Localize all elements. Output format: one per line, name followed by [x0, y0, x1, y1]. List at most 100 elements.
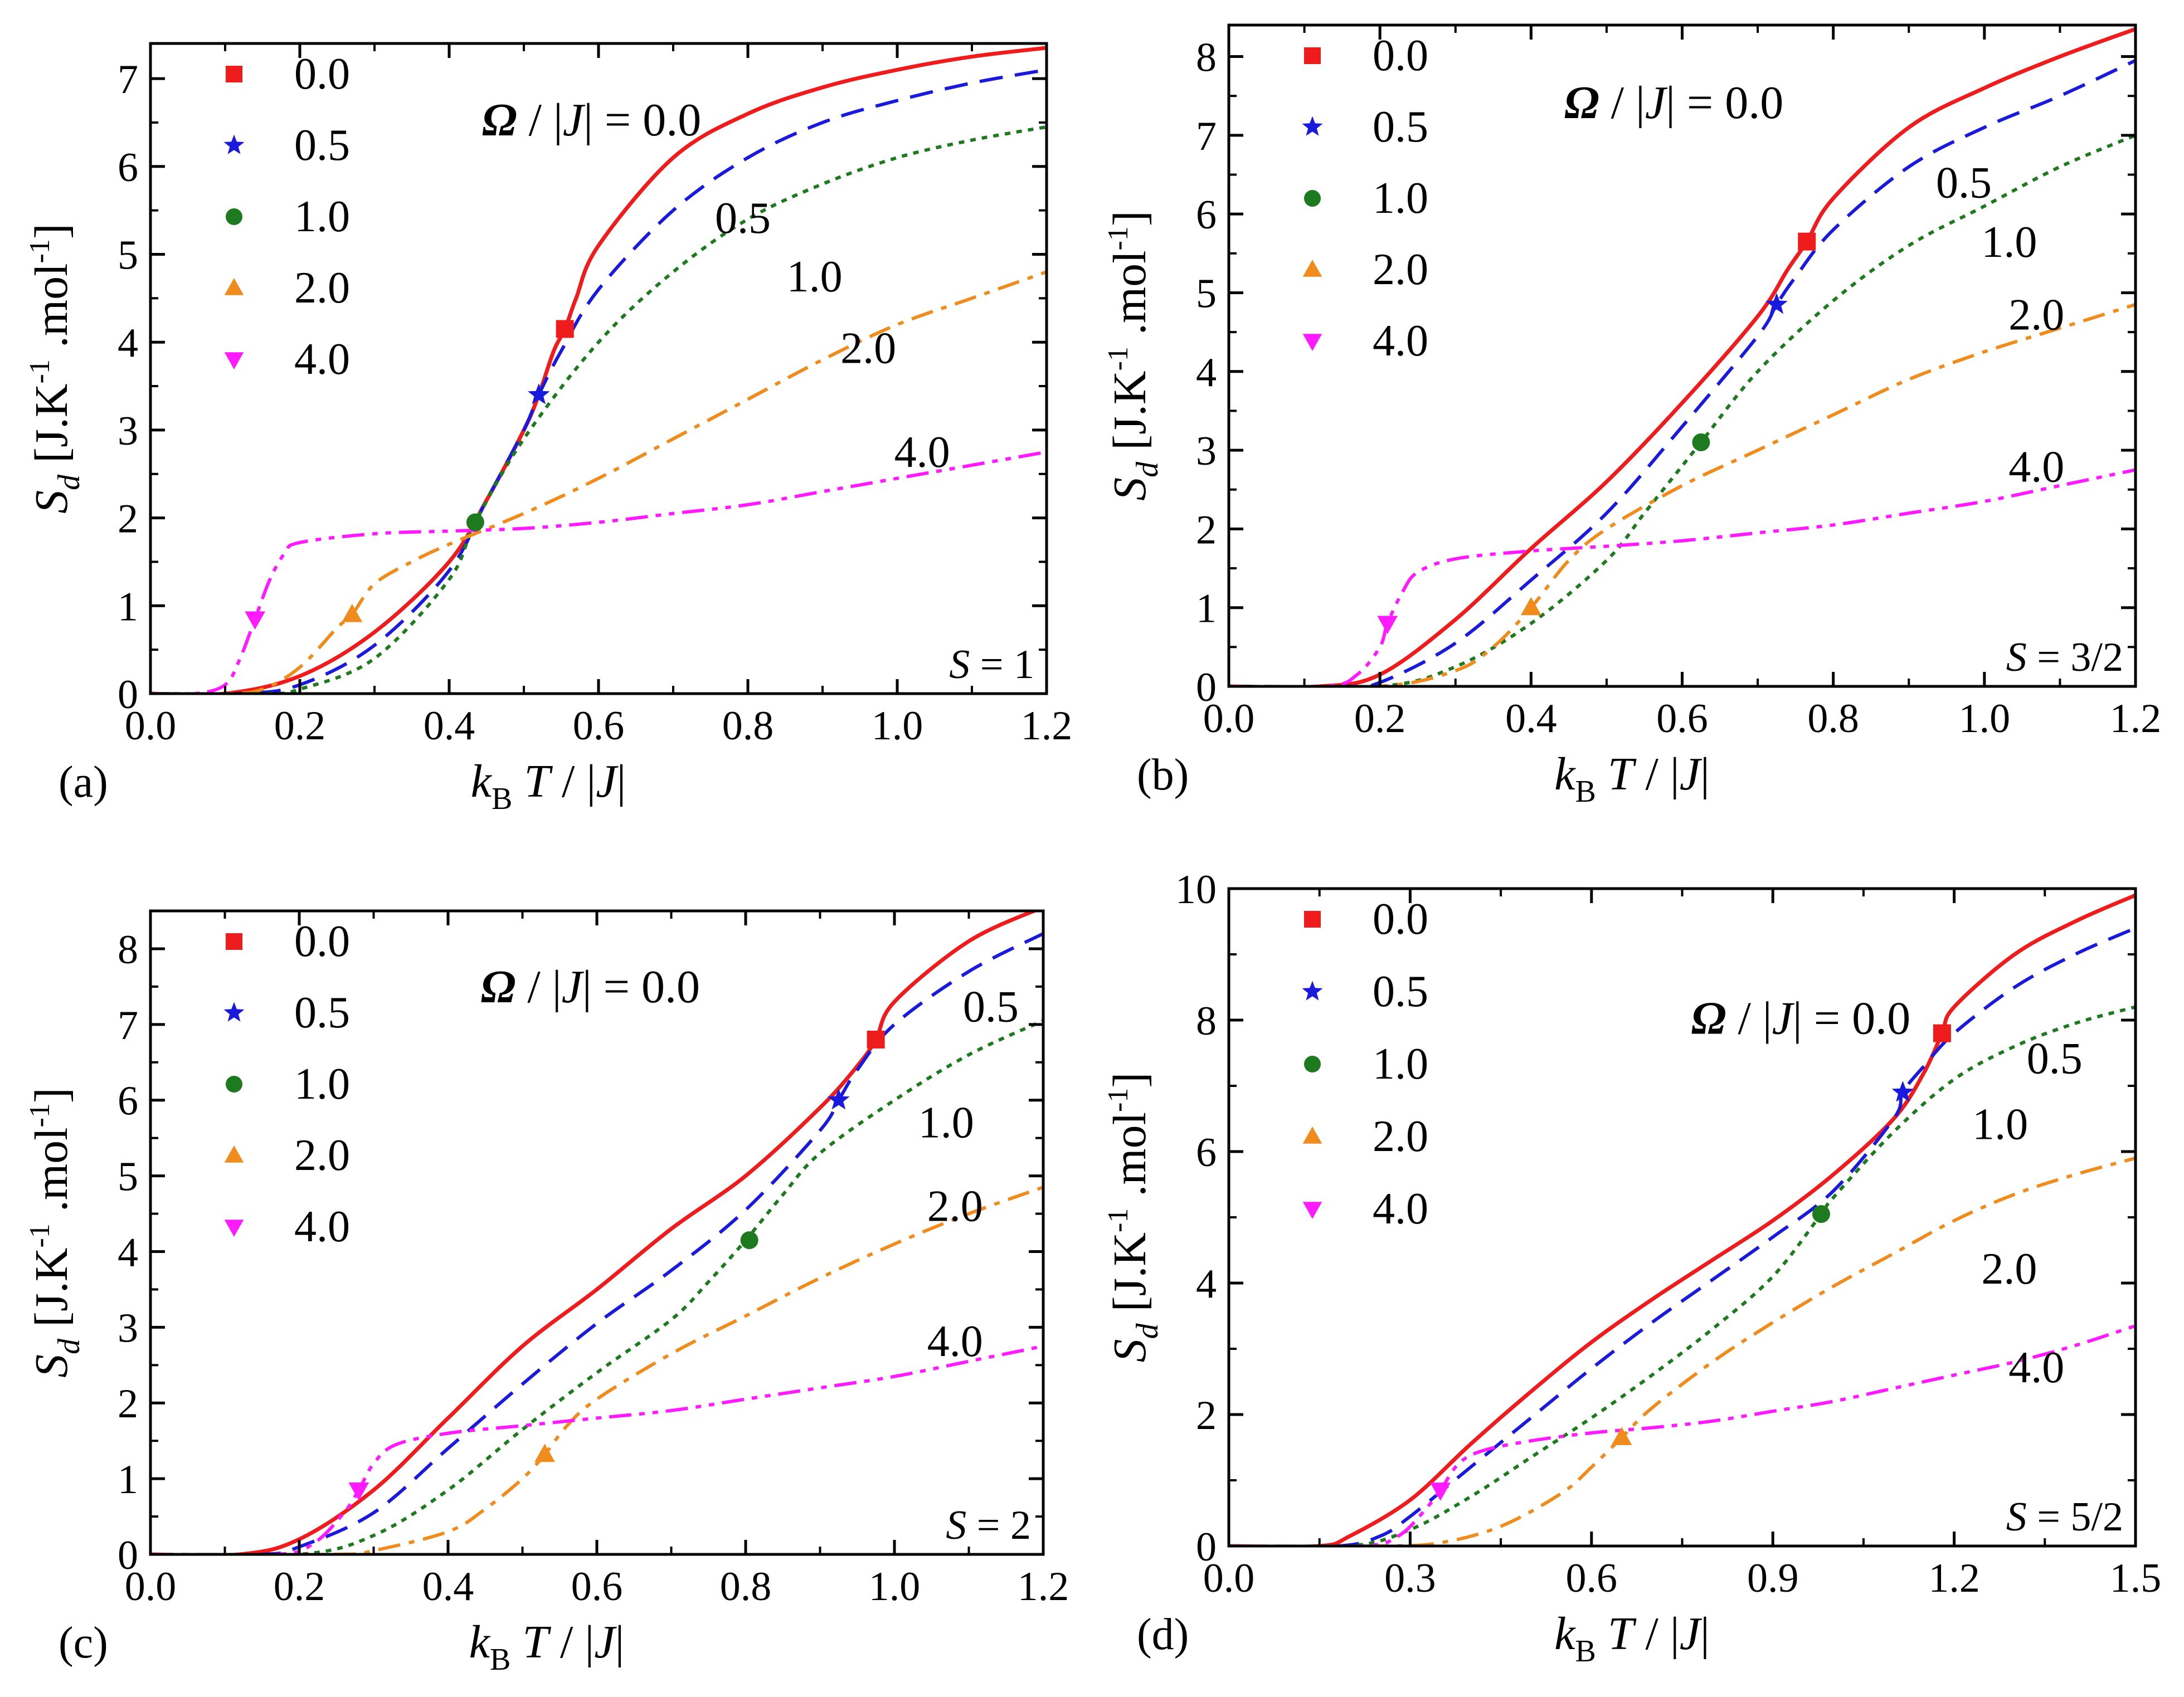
critical-point-marker-4.0 [1377, 616, 1398, 635]
y-tick-label: 1 [118, 1457, 138, 1503]
y-tick-label: 8 [1196, 35, 1217, 81]
y-tick-label: 4 [118, 320, 138, 366]
y-tick-label: 6 [118, 145, 138, 191]
omega-curve-label: Ω / |J| = 0.0 [482, 94, 701, 146]
y-tick-label: 3 [1196, 428, 1217, 474]
legend-label: 0.5 [1373, 967, 1428, 1016]
x-tick-label: 0.4 [1505, 696, 1557, 742]
curve-label-1.0: 1.0 [918, 1099, 974, 1148]
critical-point-marker-0.5 [1891, 1081, 1914, 1102]
legend-label: 4.0 [1373, 1184, 1428, 1233]
curve-omega-0.0 [1229, 893, 2136, 1546]
legend-label: 2.0 [294, 264, 350, 313]
y-tick-label: 2 [118, 496, 138, 542]
legend-label: 0.0 [294, 917, 350, 966]
curve-label-0.5: 0.5 [715, 194, 771, 243]
y-tick-label: 5 [118, 232, 138, 278]
critical-point-marker-0.5 [528, 383, 550, 404]
x-tick-label: 1.0 [869, 1564, 921, 1610]
curves [1229, 893, 2136, 1546]
legend-label: 0.0 [1373, 31, 1428, 80]
curve-omega-1.0 [150, 125, 1047, 694]
x-axis-label: kB T / |J| [1554, 1608, 1710, 1669]
critical-point-marker-2.0 [534, 1444, 555, 1462]
curve-omega-1.0 [1229, 1005, 2136, 1546]
critical-point-marker-0.0 [1798, 232, 1816, 251]
legend-marker-4.0 [1302, 1202, 1322, 1219]
x-tick-label: 0.2 [274, 703, 326, 749]
curve-omega-0.5 [1229, 58, 2136, 686]
legend-label: 4.0 [294, 335, 350, 384]
curve-label-2.0: 2.0 [1981, 1245, 2037, 1294]
x-tick-label: 1.5 [2110, 1555, 2162, 1601]
legend-marker-1.0 [226, 208, 242, 225]
x-tick-label: 1.0 [1959, 696, 2011, 742]
spin-label: S = 5/2 [2006, 1494, 2123, 1540]
y-tick-label: 2 [1196, 507, 1217, 553]
critical-point-marker-1.0 [1812, 1205, 1830, 1223]
y-tick-label: 6 [118, 1079, 138, 1124]
x-axis-label: kB T / |J| [471, 755, 626, 816]
y-tick-label: 1 [118, 584, 138, 630]
critical-point-marker-0.5 [828, 1088, 850, 1110]
critical-point-marker-2.0 [342, 603, 363, 622]
legend-label: 0.5 [294, 988, 350, 1037]
curve-label-4.0: 4.0 [894, 428, 950, 477]
legend-marker-0.0 [1304, 911, 1321, 928]
curve-omega-4.0 [150, 1344, 1043, 1554]
panel-b: 0.0 0.2 0.4 0.6 0.8 1.0 1.2 0 1 2 3 4 5 6 7 8 kB T / |J|… [1102, 23, 2162, 809]
curve-label-1.0: 1.0 [787, 252, 843, 301]
legend-marker-0.5 [1302, 116, 1323, 136]
legend-label: 4.0 [294, 1202, 350, 1251]
x-tick-label: 0.6 [573, 703, 625, 749]
legend-marker-1.0 [1304, 190, 1321, 207]
legend-marker-4.0 [224, 1220, 244, 1237]
legend: 0.0 0.5 1.0 2.0 4.0 [223, 50, 350, 384]
legend: 0.0 0.5 1.0 2.0 4.0 [223, 917, 350, 1251]
curve-label-4.0: 4.0 [2008, 1343, 2064, 1392]
y-tick-label: 0 [118, 1533, 138, 1578]
critical-point-marker-4.0 [1430, 1483, 1451, 1501]
legend-marker-2.0 [224, 278, 244, 295]
y-tick-label: 10 [1175, 867, 1217, 913]
curve-omega-0.0 [1229, 27, 2136, 686]
y-axis-label: Sd [J.K-1 .mol-1] [1102, 211, 1165, 501]
y-tick-label: 5 [1196, 271, 1217, 316]
x-tick-label: 0.0 [1203, 696, 1255, 742]
legend-label: 1.0 [294, 192, 350, 241]
y-tick-label: 7 [1196, 114, 1217, 159]
x-tick-label: 0.8 [720, 1564, 772, 1610]
y-tick-label: 7 [118, 57, 138, 103]
y-tick-label: 6 [1196, 1130, 1217, 1176]
legend-marker-0.5 [1302, 981, 1323, 1001]
x-tick-label: 0.6 [571, 1564, 623, 1610]
x-tick-label: 0.0 [1203, 1555, 1255, 1601]
curve-label-1.0: 1.0 [1981, 218, 2037, 267]
critical-point-marker-2.0 [1611, 1427, 1632, 1445]
y-tick-label: 6 [1196, 192, 1217, 238]
x-tick-label: 0.6 [1566, 1555, 1618, 1601]
y-tick-label: 8 [1196, 998, 1217, 1044]
legend-marker-2.0 [1302, 260, 1322, 277]
y-tick-label: 3 [118, 408, 138, 454]
y-tick-label: 4 [118, 1230, 138, 1275]
x-tick-label: 0.2 [1354, 696, 1406, 742]
curve-omega-2.0 [1229, 1156, 2136, 1546]
legend-label: 2.0 [1373, 245, 1428, 294]
y-axis-label: Sd [J.K-1 .mol-1] [1102, 1072, 1165, 1363]
critical-point-marker-4.0 [348, 1482, 369, 1501]
x-tick-label: 0.9 [1747, 1555, 1799, 1601]
x-tick-label: 1.2 [2110, 696, 2162, 742]
curve-omega-0.0 [150, 911, 1040, 1554]
legend-marker-2.0 [1302, 1127, 1322, 1144]
y-tick-label: 2 [1196, 1393, 1217, 1438]
legend-label: 1.0 [1373, 1040, 1428, 1089]
x-tick-label: 0.6 [1656, 696, 1708, 742]
x-tick-label: 0.0 [125, 1564, 177, 1610]
curve-omega-2.0 [150, 270, 1047, 694]
omega-curve-label: Ω / |J| = 0.0 [481, 961, 700, 1013]
x-tick-label: 1.2 [1018, 1564, 1069, 1610]
y-tick-label: 4 [1196, 1261, 1217, 1307]
x-tick-label: 1.2 [1021, 703, 1073, 749]
